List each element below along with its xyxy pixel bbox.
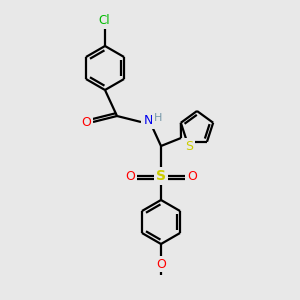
Text: O: O (81, 116, 91, 128)
Text: S: S (185, 140, 193, 153)
Text: H: H (154, 113, 162, 123)
Text: N: N (143, 115, 153, 128)
Text: O: O (156, 257, 166, 271)
Text: Cl: Cl (98, 14, 110, 28)
Text: S: S (156, 169, 166, 183)
Text: O: O (125, 169, 135, 182)
Text: O: O (187, 169, 197, 182)
